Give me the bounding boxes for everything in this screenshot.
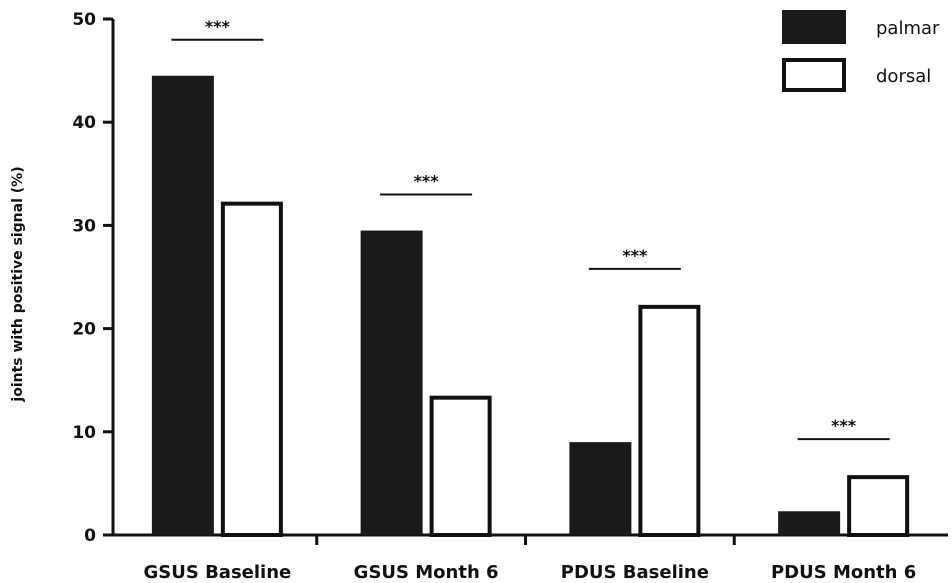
bar-palmar — [778, 511, 841, 535]
y-tick-label: 10 — [72, 423, 96, 443]
y-tick-label: 50 — [72, 10, 96, 30]
significance-markers: *** *** *** *** — [171, 17, 890, 441]
y-tick-label: 40 — [72, 113, 96, 133]
bar-dorsal — [429, 395, 492, 537]
legend-swatch-palmar — [782, 10, 846, 44]
bar-palmar — [360, 230, 423, 535]
significance-stars: *** — [622, 246, 648, 265]
bars — [151, 75, 910, 545]
significance-stars: *** — [205, 17, 231, 36]
x-tick-label: GSUS Baseline — [144, 562, 292, 583]
bar-dorsal — [847, 475, 910, 538]
legend-label-palmar: palmar — [876, 18, 940, 39]
significance-stars: *** — [831, 416, 857, 435]
legend: palmar dorsal — [782, 10, 940, 92]
bar-dorsal — [220, 201, 283, 537]
bar-palmar — [569, 442, 632, 535]
legend-swatch-dorsal — [782, 58, 846, 92]
x-tick-label: GSUS Month 6 — [354, 562, 499, 583]
bar-dorsal — [638, 304, 701, 538]
significance-stars: *** — [414, 172, 440, 191]
y-tick-label: 30 — [72, 216, 96, 236]
y-ticks: 0 10 20 30 40 50 — [72, 10, 113, 546]
x-tick-label: PDUS Month 6 — [771, 562, 916, 583]
y-tick-label: 20 — [72, 320, 96, 340]
y-tick-label: 0 — [84, 526, 96, 546]
bar-palmar — [151, 75, 214, 535]
legend-label-dorsal: dorsal — [876, 66, 931, 87]
y-axis-label: joints with positive signal (%) — [10, 166, 26, 402]
x-tick-label: PDUS Baseline — [561, 562, 709, 583]
category-labels: GSUS Baseline GSUS Month 6 PDUS Baseline PD… — [144, 562, 917, 583]
